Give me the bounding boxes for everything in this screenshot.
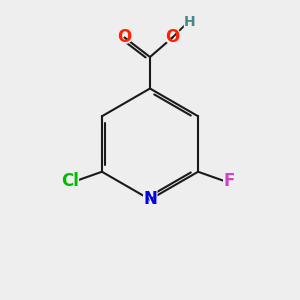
Text: F: F	[223, 172, 235, 190]
Text: Cl: Cl	[58, 171, 82, 191]
Text: H: H	[184, 15, 195, 28]
Text: Cl: Cl	[61, 172, 79, 190]
Text: N: N	[141, 190, 159, 209]
Text: O: O	[165, 28, 180, 46]
Text: H: H	[182, 12, 198, 31]
Text: O: O	[115, 28, 134, 47]
Text: O: O	[163, 28, 182, 47]
Text: O: O	[117, 28, 132, 46]
Text: F: F	[221, 171, 236, 191]
Text: N: N	[143, 190, 157, 208]
